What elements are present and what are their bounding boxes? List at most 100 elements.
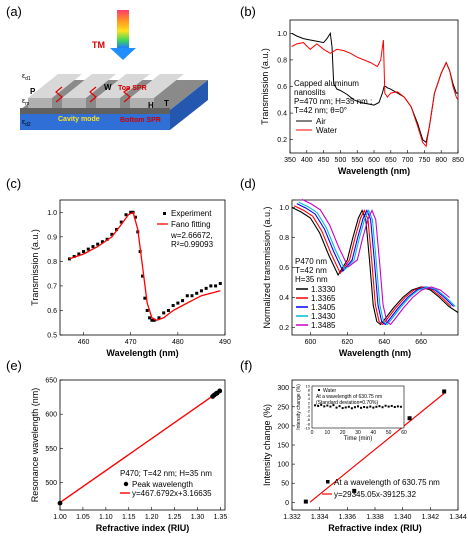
inset-point: [326, 404, 329, 407]
inset-point: [332, 404, 335, 407]
x-tick-label-b: 500: [335, 157, 347, 164]
incident-light-arrow-head: [110, 48, 136, 60]
inset-point: [347, 405, 350, 408]
inset-point: [372, 406, 375, 409]
inset-point: [399, 405, 402, 408]
annotation-b: nanoslits: [294, 88, 326, 97]
inset-y-tick-label: 4: [308, 396, 311, 401]
experiment-point: [190, 294, 194, 298]
x-tick-label-f: 1.342: [422, 514, 440, 521]
inset-point: [384, 404, 387, 407]
x-tick-label-d: 640: [378, 339, 390, 346]
y-tick-label-d: 0.2: [279, 325, 289, 332]
y-tick-label-f: 150: [277, 443, 289, 450]
y-tick-label-c: 0.8: [47, 259, 57, 266]
y-axis-label-e: Resonance wavelength (nm): [30, 388, 40, 503]
y-tick-label-b: 1.0: [277, 31, 287, 38]
inset-x-axis-label: Time (min): [344, 436, 372, 442]
chart-c: 460 470 480 490 0.5 0.6 0.7 0.8 0.9 1.0 Wavelength…: [30, 199, 231, 358]
inset-point: [323, 405, 326, 408]
y-tick-label-b: 0.8: [277, 57, 287, 64]
inset-point: [314, 404, 317, 407]
chart-f: 1.332 1.334 1.336 1.338 1.340 1.342 1.344 0 50 10…: [262, 379, 467, 533]
annotation-b: P=470 nm; H=35 nm ;: [294, 97, 372, 106]
incident-light-arrow-shaft: [117, 10, 129, 48]
experiment-point: [148, 316, 152, 320]
inset-y-tick-label: -6: [306, 417, 310, 422]
tm-label: TM: [92, 40, 105, 50]
x-tick-label-d: 660: [415, 339, 427, 346]
annotation-c: w=2.66672,: [170, 231, 213, 240]
inset-y-tick-label: -10: [304, 426, 311, 431]
inset-point: [350, 407, 353, 410]
x-axis-label-f: Refractive index (RIU): [328, 523, 422, 533]
y-tick-label-f: 250: [277, 404, 289, 411]
inset-point: [320, 403, 323, 406]
charts-layer: 350 400 450 500 550 600 650 700 750 800 8500.20.40…: [30, 19, 467, 533]
inset-point: [363, 406, 366, 408]
inset-x-tick-label: 30: [355, 430, 361, 436]
experiment-point: [86, 247, 90, 251]
x-tick-label-c: 490: [219, 339, 231, 346]
experiment-point: [110, 232, 114, 236]
inset-point: [329, 405, 332, 408]
experiment-point: [133, 215, 137, 219]
inset-point: [344, 406, 347, 409]
y-axis-label-f: Intensity change (%): [262, 404, 272, 486]
legend-label-experiment: Experiment: [171, 209, 212, 218]
y-tick-label-d: 0.8: [279, 235, 289, 242]
experiment-point: [166, 308, 170, 312]
panel-c-label: (c): [6, 176, 21, 191]
y-tick-label-e: 650: [45, 378, 57, 385]
inset-point: [381, 406, 384, 409]
experiment-point: [96, 242, 100, 246]
legend-label-fit-f: y=29345.05x-39125.32: [334, 490, 417, 499]
intensity-point: [407, 416, 412, 421]
inset-y-tick-label: -2: [306, 409, 310, 414]
inset-x-tick-label: 20: [340, 430, 346, 436]
fano-fit-line: [69, 211, 221, 322]
chart-d: 600 620 640 660 0.2 0.4 0.6 0.8 1.0 Wavelength (n…: [262, 198, 459, 358]
series-line-1.3430: [298, 201, 456, 326]
panel-f-label: (f): [240, 358, 252, 373]
inset-point: [341, 407, 344, 410]
panel-a: (a) TM εd1: [6, 4, 208, 130]
experiment-point: [124, 213, 128, 217]
linear-fit-line-f: [309, 392, 445, 503]
inset-point: [375, 405, 378, 408]
legend-label-air: Air: [316, 117, 326, 126]
legend-label-1.3485: 1.3485: [311, 321, 336, 330]
intensity-point: [442, 389, 447, 394]
chart-b: 350 400 450 500 550 600 650 700 750 800 850 0.2 0.4 0…: [260, 19, 464, 176]
inset-y-tick-label: 0: [308, 405, 311, 410]
legend-title-d: T=42 nm: [295, 266, 327, 275]
inset-point: [396, 405, 399, 408]
inset-x-tick-label: 40: [371, 430, 377, 436]
inset-y-tick-label: 2: [308, 400, 311, 405]
y-tick-label-f: 200: [277, 423, 289, 430]
y-tick-label-b: 0.4: [277, 111, 287, 118]
inset-x-tick-label: 50: [386, 430, 392, 436]
experiment-point: [181, 299, 185, 303]
y-tick-label-f: 300: [277, 385, 289, 392]
x-tick-label-e: 1.25: [168, 514, 182, 521]
inset-point: [378, 405, 381, 408]
period-label: P: [30, 87, 36, 96]
x-tick-label-b: 550: [351, 157, 363, 164]
series-line-1.3485: [301, 198, 450, 326]
legend-label-1.3405: 1.3405: [311, 303, 336, 312]
legend-label-fit: y=467.6792x+3.16635: [132, 489, 212, 498]
experiment-point: [145, 308, 149, 312]
inset-point: [357, 405, 359, 408]
linear-fit-line: [59, 390, 221, 504]
eps-d2-label: εd2: [22, 119, 31, 128]
y-tick-label-c: 0.5: [47, 333, 57, 340]
y-tick-label-c: 1.0: [47, 210, 57, 217]
wave-3: [123, 86, 131, 103]
inset-point: [393, 406, 396, 408]
experiment-point: [185, 294, 189, 298]
y-tick-label-d: 1.0: [279, 205, 289, 212]
x-axis-label-d: Wavelength (nm): [339, 348, 411, 358]
annotation-c: R²=0.99093: [171, 240, 214, 249]
